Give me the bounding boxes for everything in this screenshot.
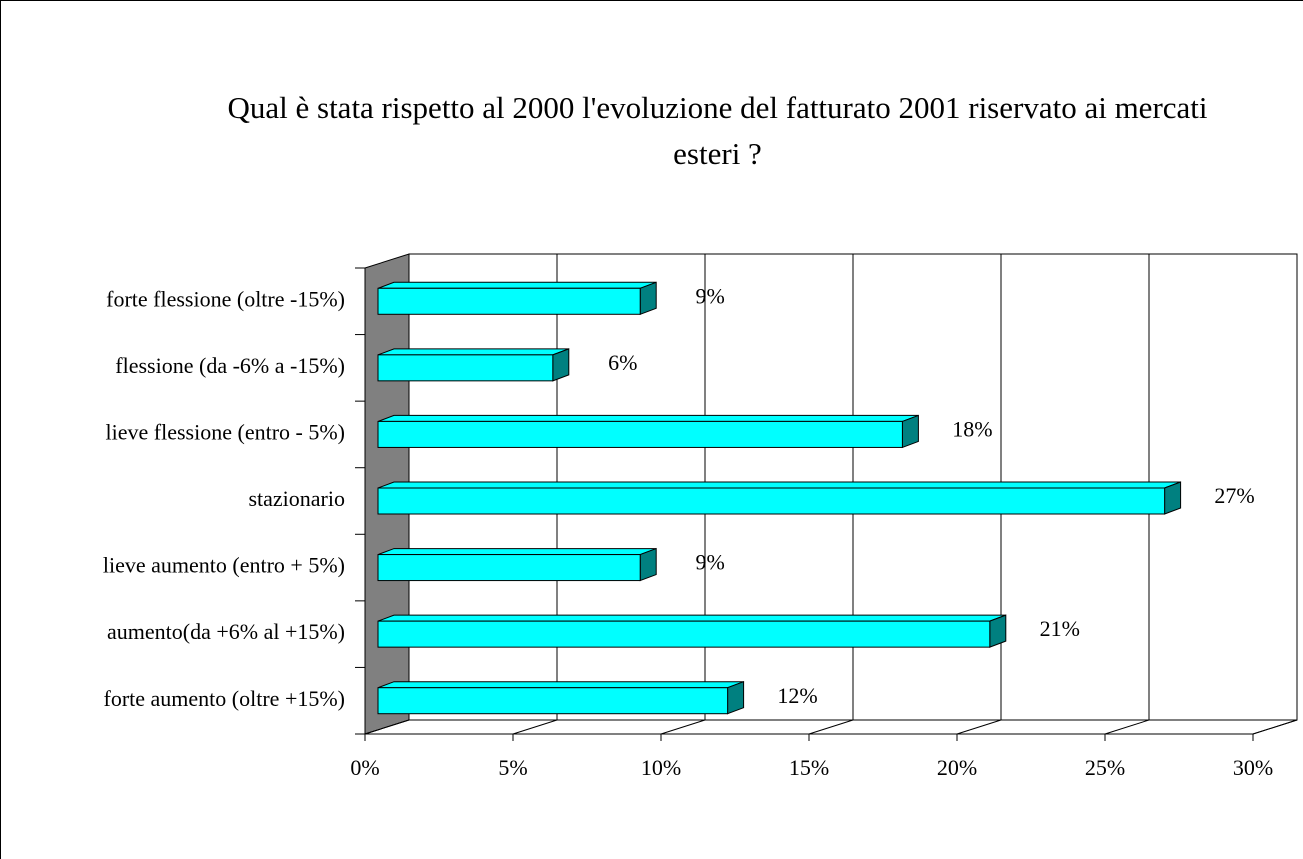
bar: [377, 487, 1166, 515]
value-label: 21%: [1040, 616, 1080, 641]
floor-grid-line: [1104, 719, 1150, 735]
value-label: 6%: [608, 350, 637, 375]
floor-grid-line: [1252, 719, 1298, 735]
bar-top: [377, 681, 744, 689]
x-tick-label: 15%: [789, 755, 829, 780]
bar: [377, 287, 641, 315]
y-tick-label: lieve aumento (entro + 5%): [103, 553, 345, 578]
bar: [377, 354, 554, 382]
floor-grid-line: [512, 719, 558, 735]
y-tick-label: forte flessione (oltre -15%): [106, 286, 345, 311]
x-tick-label: 30%: [1233, 755, 1273, 780]
bar: [377, 554, 641, 582]
value-label: 18%: [952, 416, 992, 441]
value-label: 9%: [696, 550, 725, 575]
y-tick-label: forte aumento (oltre +15%): [104, 686, 345, 711]
x-tick-label: 0%: [350, 755, 379, 780]
y-tick-label: flessione (da -6% a -15%): [115, 353, 345, 378]
floor-grid-line: [956, 719, 1002, 735]
bar-side: [639, 281, 657, 316]
bar-top: [377, 348, 569, 356]
x-tick-label: 20%: [937, 755, 977, 780]
bar: [377, 620, 991, 648]
floor-grid-line: [660, 719, 706, 735]
bar-top: [377, 548, 657, 556]
bar-top: [377, 614, 1006, 622]
bar-top: [377, 414, 919, 422]
x-tick-label: 25%: [1085, 755, 1125, 780]
bar-side: [639, 547, 657, 582]
y-tick-label: aumento(da +6% al +15%): [107, 619, 345, 644]
y-tick-label: lieve flessione (entro - 5%): [106, 419, 345, 444]
bar-top: [377, 281, 657, 289]
value-label: 12%: [777, 683, 817, 708]
floor-grid-line: [364, 719, 410, 735]
x-tick-label: 10%: [641, 755, 681, 780]
bar: [377, 420, 903, 448]
bar: [377, 687, 729, 715]
chart-title: Qual è stata rispetto al 2000 l'evoluzio…: [227, 90, 1208, 171]
y-tick-label: stazionario: [248, 486, 345, 511]
bar-side: [901, 414, 919, 449]
value-label: 9%: [696, 283, 725, 308]
bar-top: [377, 481, 1181, 489]
bar-side: [1164, 481, 1182, 515]
bar-side: [989, 614, 1007, 648]
bar-side: [552, 348, 570, 382]
floor-grid-line: [808, 719, 854, 735]
x-tick-label: 5%: [498, 755, 527, 780]
value-label: 27%: [1214, 483, 1254, 508]
bar-side: [727, 680, 745, 715]
